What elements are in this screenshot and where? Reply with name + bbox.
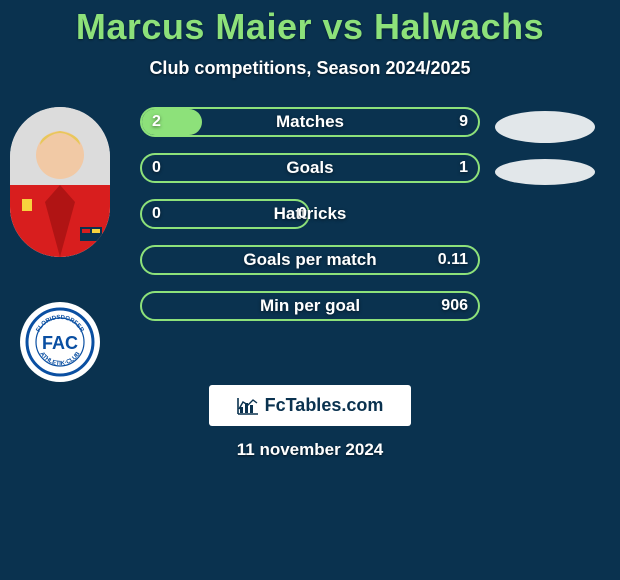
player-left-photo	[10, 107, 110, 257]
stat-row: Goals per match0.11	[140, 245, 480, 275]
stat-value-left: 0	[152, 153, 161, 183]
brand-badge: FcTables.com	[209, 385, 412, 426]
stat-value-left: 2	[152, 107, 161, 137]
stat-value-right: 0.11	[438, 245, 468, 275]
page-title: Marcus Maier vs Halwachs	[0, 0, 620, 48]
footer: FcTables.com 11 november 2024	[0, 385, 620, 460]
brand-chart-icon	[237, 397, 259, 415]
player-right-club-placeholder	[495, 159, 595, 185]
date-text: 11 november 2024	[0, 440, 620, 460]
player-right-photo-placeholder	[495, 111, 595, 143]
stat-value-right: 1	[459, 153, 468, 183]
stat-value-left: 0	[152, 199, 161, 229]
comparison-panel: FAC FLORIDSDORFER ATHLETIK·CLUB Matches2…	[0, 107, 620, 367]
brand-text: FcTables.com	[265, 395, 384, 416]
stat-label: Matches	[140, 107, 480, 137]
stat-value-right: 0	[298, 199, 468, 229]
stat-row: Matches2 9	[140, 107, 480, 137]
club-badge-svg: FAC FLORIDSDORFER ATHLETIK·CLUB	[25, 307, 95, 377]
stat-row: Min per goal906	[140, 291, 480, 321]
svg-text:FAC: FAC	[42, 333, 78, 353]
page-subtitle: Club competitions, Season 2024/2025	[0, 58, 620, 79]
player-photo-svg	[10, 107, 110, 257]
player-left-column: FAC FLORIDSDORFER ATHLETIK·CLUB	[0, 107, 130, 367]
stats-list: Matches29Goals01Hattricks00Goals per mat…	[140, 107, 480, 337]
stat-label: Goals per match	[140, 245, 480, 275]
player-left-club-badge: FAC FLORIDSDORFER ATHLETIK·CLUB	[20, 302, 100, 382]
stat-label: Min per goal	[140, 291, 480, 321]
stat-value-right: 9	[459, 107, 468, 137]
stat-row: Goals0 1	[140, 153, 480, 183]
stat-value-right: 906	[441, 291, 468, 321]
stat-label: Goals	[140, 153, 480, 183]
player-right-column	[490, 107, 620, 367]
stat-row: Hattricks00	[140, 199, 480, 229]
